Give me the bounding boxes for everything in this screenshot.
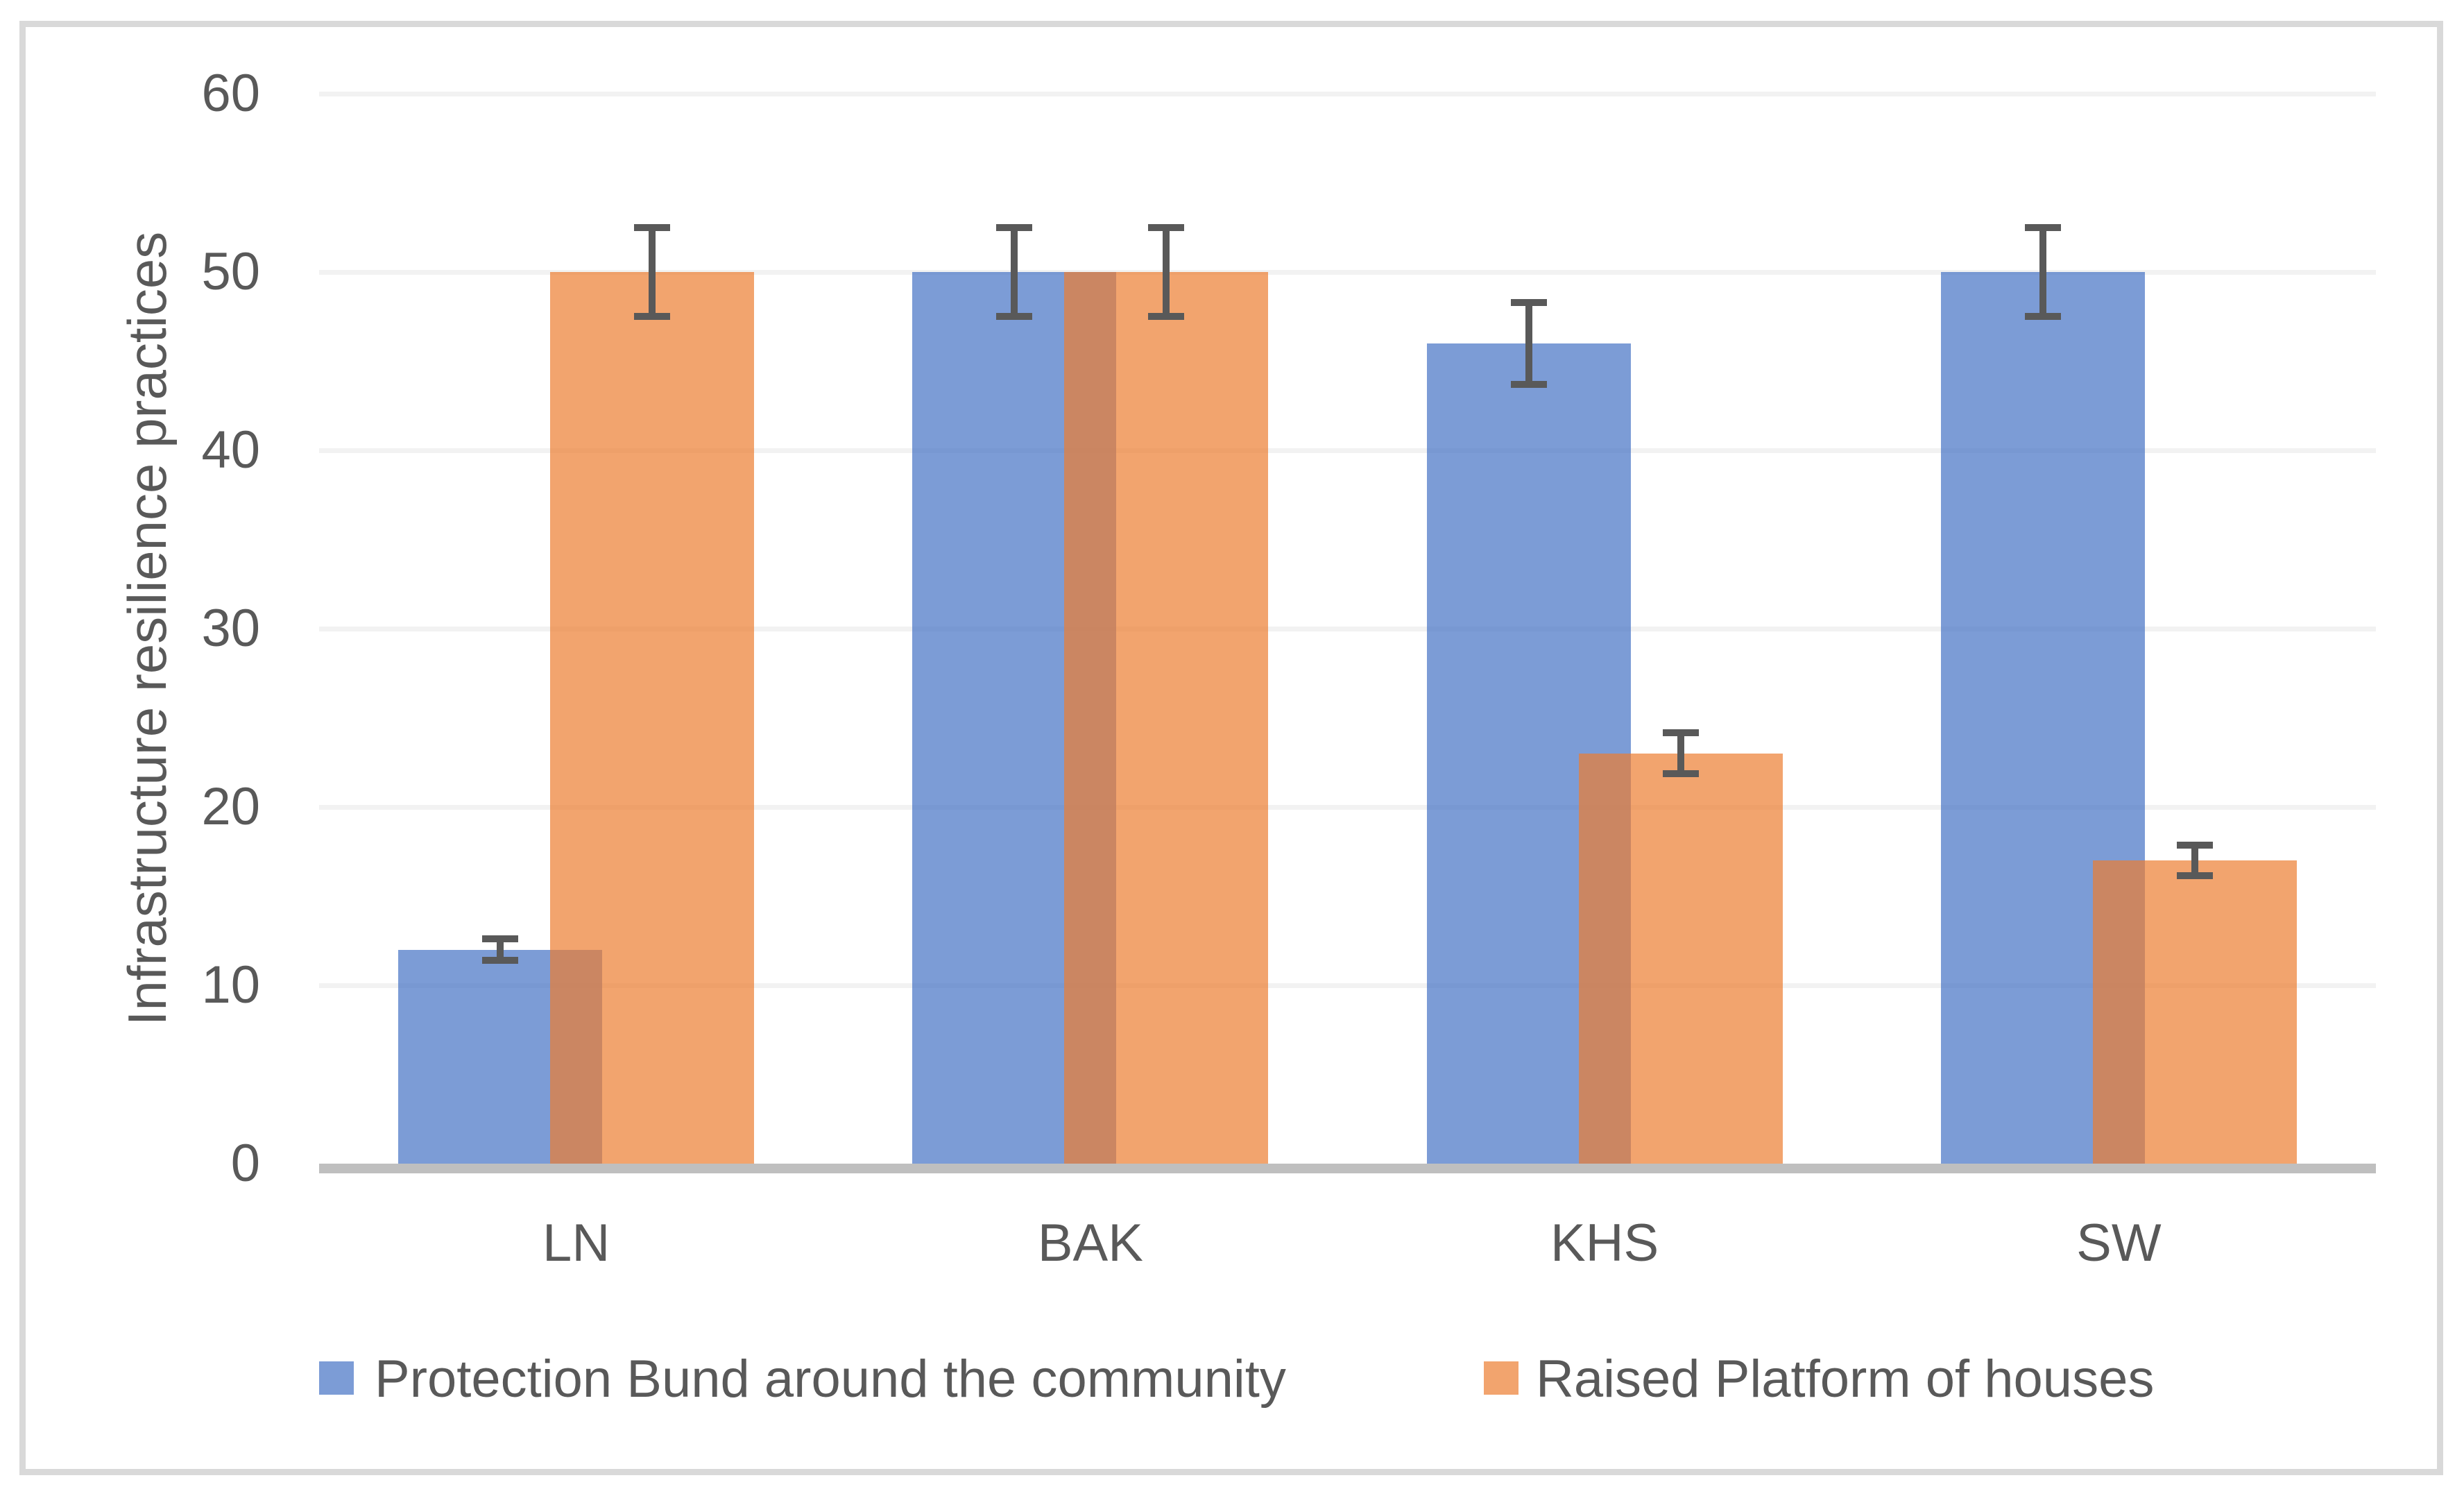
legend-label-raised-platform: Raised Platform of houses xyxy=(1536,1350,2155,1409)
x-category-label-LN: LN xyxy=(542,1214,610,1273)
y-tick-label-40: 40 xyxy=(201,420,260,479)
legend-swatch-raised-platform xyxy=(1484,1361,1518,1395)
error-bar-BAK-series0-cap-top xyxy=(996,223,1033,231)
x-category-label-BAK: BAK xyxy=(1037,1214,1143,1273)
x-category-label-KHS: KHS xyxy=(1550,1214,1659,1273)
y-tick-label-10: 10 xyxy=(201,955,260,1014)
legend-label-protection-bund: Protection Bund around the community xyxy=(375,1350,1286,1409)
gridline-40 xyxy=(319,448,2376,453)
error-bar-LN-series1-cap-bottom xyxy=(634,313,670,321)
error-bar-SW-series1-cap-bottom xyxy=(2176,872,2213,879)
x-axis-line xyxy=(319,1164,2376,1173)
error-bar-BAK-series1-cap-top xyxy=(1148,223,1185,231)
error-bar-KHS-series1-line xyxy=(1677,733,1684,774)
error-bar-LN-series0-cap-bottom xyxy=(482,957,518,964)
bar-LN-series1 xyxy=(550,272,754,1164)
error-bar-SW-series1-line xyxy=(2191,845,2198,876)
error-bar-LN-series0-cap-top xyxy=(482,935,518,943)
gridline-30 xyxy=(319,626,2376,631)
y-tick-label-30: 30 xyxy=(201,599,260,658)
bar-KHS-series1 xyxy=(1578,753,1783,1164)
error-bar-BAK-series0-cap-bottom xyxy=(996,313,1033,321)
error-bar-LN-series1-line xyxy=(649,227,656,317)
error-bar-KHS-series0-cap-top xyxy=(1510,298,1547,306)
error-bar-SW-series0-cap-top xyxy=(2024,223,2061,231)
y-tick-label-0: 0 xyxy=(230,1134,260,1193)
error-bar-LN-series0-line xyxy=(497,939,504,960)
error-bar-BAK-series1-line xyxy=(1163,227,1170,317)
error-bar-SW-series0-cap-bottom xyxy=(2024,313,2061,321)
error-bar-BAK-series1-cap-bottom xyxy=(1148,313,1185,321)
error-bar-KHS-series1-cap-bottom xyxy=(1662,770,1699,778)
y-tick-label-60: 60 xyxy=(201,64,260,123)
y-tick-label-50: 50 xyxy=(201,242,260,301)
error-bar-KHS-series0-cap-bottom xyxy=(1510,380,1547,388)
x-category-label-SW: SW xyxy=(2076,1214,2162,1273)
gridline-60 xyxy=(319,91,2376,96)
error-bar-KHS-series0-line xyxy=(1525,302,1532,384)
gridline-50 xyxy=(319,269,2376,275)
error-bar-LN-series1-cap-top xyxy=(634,223,670,231)
legend-swatch-protection-bund xyxy=(319,1361,354,1395)
gridline-20 xyxy=(319,804,2376,810)
bar-SW-series1 xyxy=(2092,860,2297,1164)
bar-BAK-series1 xyxy=(1064,272,1269,1164)
error-bar-SW-series1-cap-top xyxy=(2176,842,2213,849)
y-tick-label-20: 20 xyxy=(201,777,260,836)
gridline-10 xyxy=(319,983,2376,988)
error-bar-SW-series0-line xyxy=(2039,227,2046,317)
error-bar-KHS-series1-cap-top xyxy=(1662,729,1699,737)
error-bar-BAK-series0-line xyxy=(1011,227,1018,317)
